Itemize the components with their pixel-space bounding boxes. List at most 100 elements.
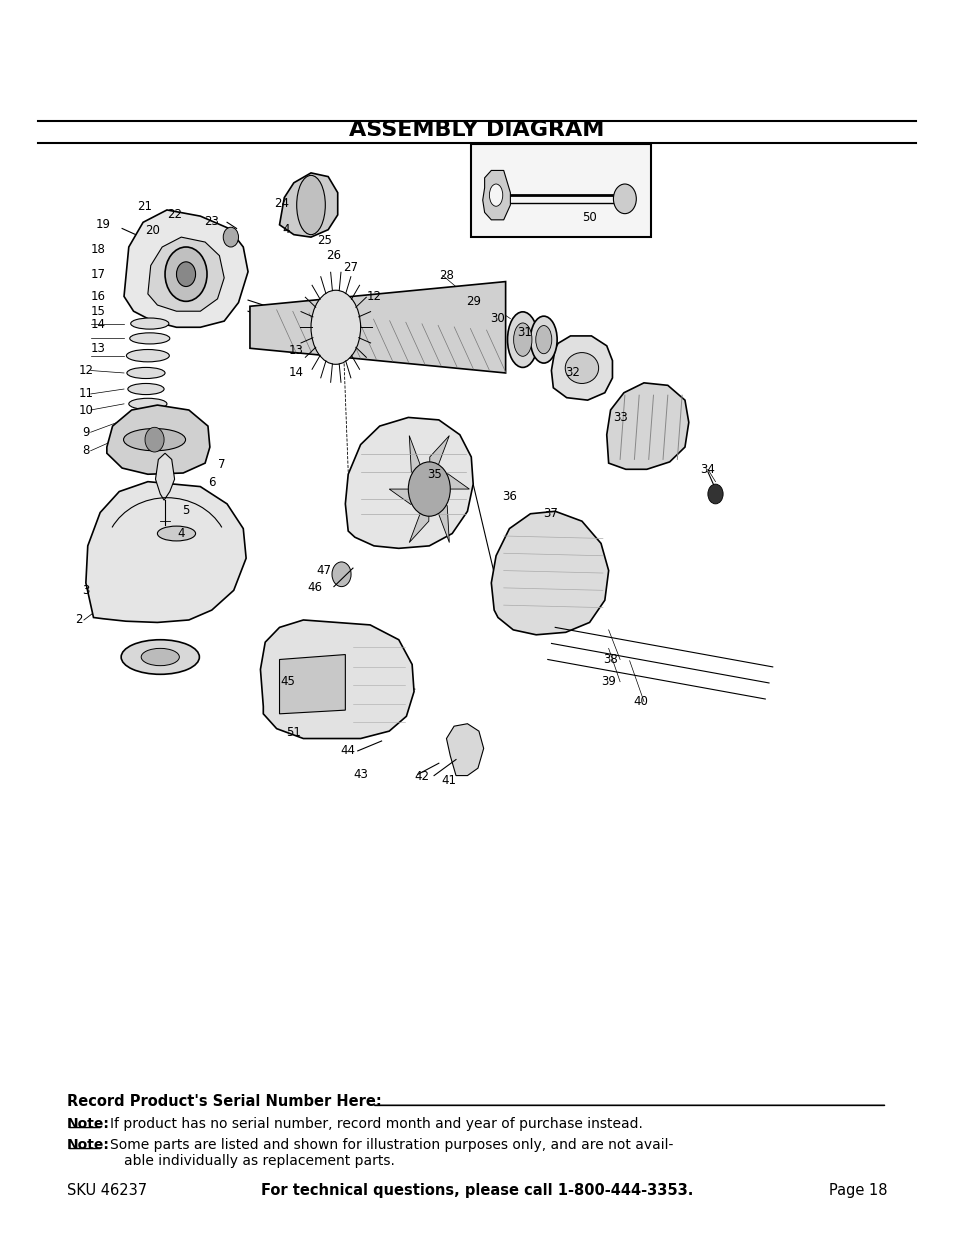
Polygon shape — [279, 173, 337, 237]
Text: 35: 35 — [426, 468, 441, 480]
Text: 31: 31 — [517, 326, 532, 338]
Ellipse shape — [311, 290, 360, 364]
Circle shape — [223, 227, 238, 247]
Text: Record Product's Serial Number Here:: Record Product's Serial Number Here: — [67, 1094, 381, 1109]
Text: 30: 30 — [490, 312, 505, 325]
Text: For technical questions, please call 1-800-444-3353.: For technical questions, please call 1-8… — [260, 1183, 693, 1198]
Polygon shape — [409, 436, 429, 489]
Text: 47: 47 — [316, 564, 332, 577]
Polygon shape — [155, 453, 174, 500]
Circle shape — [176, 262, 195, 287]
Text: 34: 34 — [700, 463, 715, 475]
Text: 42: 42 — [414, 771, 429, 783]
Ellipse shape — [130, 332, 170, 343]
Text: 33: 33 — [612, 411, 627, 424]
Polygon shape — [250, 282, 505, 373]
Text: Some parts are listed and shown for illustration purposes only, and are not avai: Some parts are listed and shown for illu… — [110, 1137, 673, 1152]
Ellipse shape — [536, 326, 551, 353]
Text: 24: 24 — [274, 198, 289, 210]
Text: 26: 26 — [326, 249, 341, 262]
Polygon shape — [429, 489, 449, 542]
Ellipse shape — [123, 429, 185, 451]
Text: 22: 22 — [167, 209, 182, 221]
Text: 2: 2 — [75, 614, 83, 626]
Ellipse shape — [129, 398, 167, 410]
Text: 11: 11 — [78, 388, 93, 400]
Text: 7: 7 — [217, 458, 225, 471]
Text: 43: 43 — [353, 768, 368, 781]
Text: Page 18: Page 18 — [828, 1183, 886, 1198]
Text: 21: 21 — [137, 200, 152, 212]
Text: 4: 4 — [177, 527, 185, 540]
Polygon shape — [107, 405, 210, 474]
Polygon shape — [148, 237, 224, 311]
Ellipse shape — [124, 430, 175, 442]
Text: 40: 40 — [633, 695, 648, 708]
Polygon shape — [124, 210, 248, 327]
Ellipse shape — [121, 640, 199, 674]
Text: 14: 14 — [288, 367, 303, 379]
Ellipse shape — [507, 312, 537, 368]
Text: 39: 39 — [600, 676, 616, 688]
Polygon shape — [279, 655, 345, 714]
Text: 3: 3 — [82, 584, 90, 597]
Text: 27: 27 — [343, 262, 358, 274]
Ellipse shape — [128, 383, 164, 395]
Ellipse shape — [296, 175, 325, 235]
Polygon shape — [446, 724, 483, 776]
Text: 8: 8 — [82, 445, 90, 457]
Text: able individually as replacement parts.: able individually as replacement parts. — [124, 1153, 395, 1168]
Text: 32: 32 — [564, 367, 579, 379]
Polygon shape — [260, 620, 414, 739]
Text: 23: 23 — [204, 215, 219, 227]
Circle shape — [613, 184, 636, 214]
Polygon shape — [86, 482, 246, 622]
Text: 5: 5 — [182, 504, 190, 516]
Text: 37: 37 — [542, 508, 558, 520]
Text: 46: 46 — [307, 582, 322, 594]
Circle shape — [145, 427, 164, 452]
Text: 19: 19 — [95, 219, 111, 231]
Text: 25: 25 — [316, 235, 332, 247]
Ellipse shape — [530, 316, 557, 363]
Text: 36: 36 — [501, 490, 517, 503]
Text: 28: 28 — [438, 269, 454, 282]
Polygon shape — [429, 436, 449, 489]
Text: 6: 6 — [208, 477, 215, 489]
Text: 12: 12 — [366, 290, 381, 303]
Ellipse shape — [564, 353, 598, 384]
Ellipse shape — [141, 648, 179, 666]
Polygon shape — [345, 417, 473, 548]
Polygon shape — [409, 489, 429, 542]
Text: 14: 14 — [91, 319, 106, 331]
Ellipse shape — [157, 526, 195, 541]
Polygon shape — [429, 474, 469, 489]
Text: Note:: Note: — [67, 1137, 110, 1152]
Ellipse shape — [131, 319, 169, 330]
Ellipse shape — [121, 447, 178, 459]
Polygon shape — [606, 383, 688, 469]
Text: 29: 29 — [465, 295, 480, 308]
Ellipse shape — [513, 322, 532, 357]
Text: 13: 13 — [91, 342, 106, 354]
Ellipse shape — [128, 414, 172, 426]
Text: 45: 45 — [280, 676, 295, 688]
Ellipse shape — [126, 350, 170, 362]
Text: If product has no serial number, record month and year of purchase instead.: If product has no serial number, record … — [110, 1116, 642, 1131]
Text: 44: 44 — [340, 745, 355, 757]
Text: 41: 41 — [440, 774, 456, 787]
Ellipse shape — [489, 184, 502, 206]
Polygon shape — [482, 170, 510, 220]
Text: 16: 16 — [91, 290, 106, 303]
Circle shape — [332, 562, 351, 587]
Text: 17: 17 — [91, 268, 106, 280]
Circle shape — [165, 247, 207, 301]
Circle shape — [408, 462, 450, 516]
Text: 18: 18 — [91, 243, 106, 256]
Text: 12: 12 — [78, 364, 93, 377]
Polygon shape — [389, 489, 429, 504]
Polygon shape — [491, 511, 608, 635]
Text: 4: 4 — [282, 224, 290, 236]
Text: 9: 9 — [82, 426, 90, 438]
Ellipse shape — [127, 368, 165, 379]
